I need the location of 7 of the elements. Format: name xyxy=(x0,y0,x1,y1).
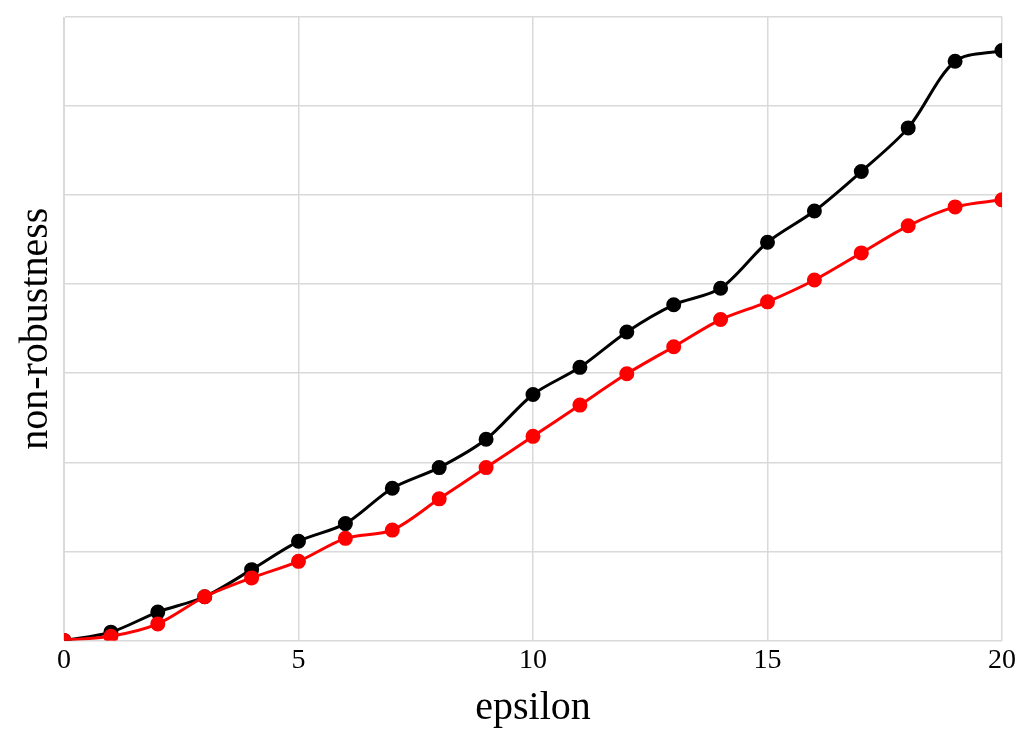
x-tick-label: 0 xyxy=(57,642,71,674)
x-axis-title: epsilon xyxy=(475,682,591,728)
x-tick-label: 10 xyxy=(519,642,547,674)
x-tick-label: 5 xyxy=(291,642,306,674)
x-tick-label: 15 xyxy=(753,642,782,674)
y-axis-title: non-robustness xyxy=(10,207,56,450)
x-tick-label: 20 xyxy=(988,642,1016,674)
